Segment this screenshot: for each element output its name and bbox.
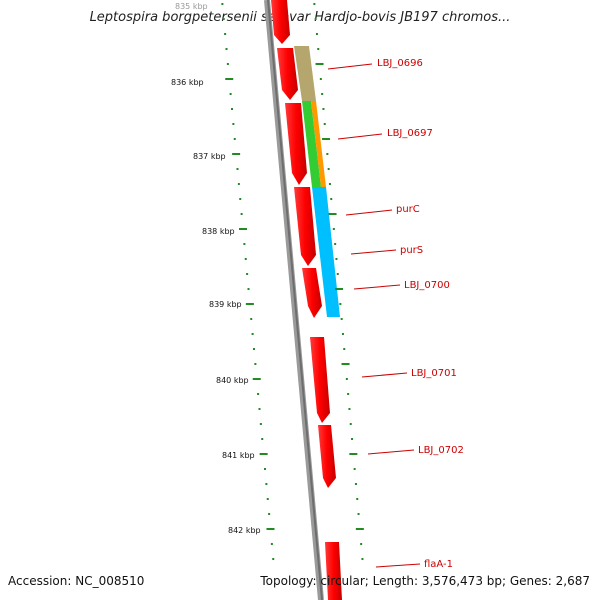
label-leaders [327,63,421,568]
scale-label: 836 kbp [171,78,204,87]
gene-label-lbj0697[interactable]: LBJ_0697 [387,128,433,139]
scale-label: 840 kbp [216,376,249,385]
cds-orange-feature[interactable] [311,101,326,187]
scale-labels: 835 kbp 836 kbp 837 kbp 838 kbp 839 kbp … [171,2,261,535]
map-title: Leptospira borgpetersenii serovar Hardjo… [89,10,511,25]
scale-label: 838 kbp [202,227,235,236]
scale-label: 842 kbp [228,526,261,535]
gene-arrow[interactable] [271,0,290,44]
scale-ticks-left [221,3,275,560]
gene-label-lbj0702[interactable]: LBJ_0702 [418,445,464,456]
genome-summary-text: Topology: circular; Length: 3,576,473 bp… [260,574,590,588]
gene-label-lbj0701[interactable]: LBJ_0701 [411,368,457,379]
gene-label-flaa1[interactable]: flaA-1 [424,559,453,570]
gene-arrow[interactable] [325,542,342,600]
cds-feature-group [294,46,340,317]
cds-green-feature[interactable] [302,101,321,187]
gene-arrow[interactable] [302,268,322,318]
scale-label: 835 kbp [175,2,208,11]
cds-blue-feature[interactable] [312,187,340,317]
gene-arrow[interactable] [285,103,307,185]
scale-label: 837 kbp [193,152,226,161]
scale-ticks-right [313,3,364,560]
gene-label-purc[interactable]: purC [396,204,420,215]
scale-label: 839 kbp [209,300,242,309]
scale-label: 841 kbp [222,451,255,460]
gene-arrow[interactable] [310,337,330,423]
gene-label-lbj0696[interactable]: LBJ_0696 [377,58,423,69]
gene-arrow[interactable] [318,425,336,488]
gene-label-lbj0700[interactable]: LBJ_0700 [404,280,450,291]
gene-arrow[interactable] [294,187,316,266]
accession-text: Accession: NC_008510 [8,574,145,588]
gene-arrows [271,0,342,600]
gene-arrow[interactable] [277,48,298,100]
gene-labels: LBJ_0696 LBJ_0697 purC purS LBJ_0700 LBJ… [377,58,464,570]
gene-label-purs[interactable]: purS [400,245,423,256]
cds-khaki-feature[interactable] [294,46,316,101]
